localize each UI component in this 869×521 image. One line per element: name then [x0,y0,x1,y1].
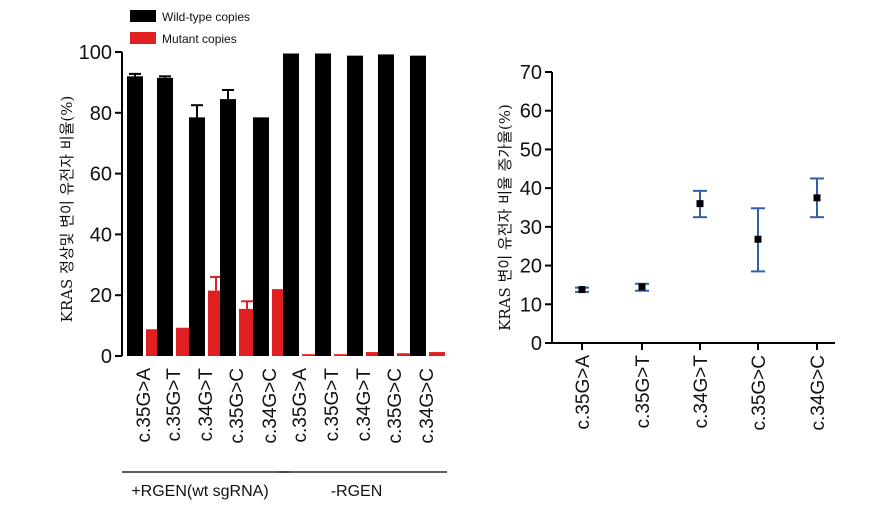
x-category-label: c.35G>C [385,368,406,444]
bar-wild-type [253,117,269,356]
bar-mutant [239,308,255,356]
bar-mutant [334,354,350,356]
y-tick-label: 30 [520,217,542,239]
bar-wild-type [347,55,363,356]
data-point [696,200,704,208]
y-tick-label: 60 [90,164,112,186]
y-axis-title: KRAS 변이 유전자 비율 증가율(%) [496,104,514,331]
bar-wild-type [220,99,236,357]
bar-wild-type [410,55,426,356]
legend-label: Mutant copies [162,32,237,46]
x-category-label: c.34G>T [196,368,217,442]
bar-mutant [302,354,318,356]
data-point [813,194,821,202]
x-category-label: c.35G>C [227,368,248,444]
x-category-label: c.35G>A [290,368,311,443]
y-tick-label: 60 [520,101,542,123]
x-category-label: c.35G>A [134,368,155,443]
legend-swatch [130,32,156,44]
data-point [578,286,586,294]
y-tick-label: 10 [520,294,542,316]
y-tick-label: 20 [520,256,542,278]
bar-mutant [366,352,382,356]
x-category-label: c.34G>T [691,355,712,429]
y-tick-label: 70 [520,62,542,84]
bar-wild-type [378,54,394,356]
x-category-label: c.34G>C [808,355,829,431]
y-tick-label: 0 [531,333,542,355]
bar-wild-type [127,76,143,356]
y-tick-label: 40 [520,178,542,200]
x-category-label: c.35G>A [573,355,594,430]
bar-wild-type [315,53,331,357]
bar-wild-type [157,77,173,356]
group-label: +RGEN(wt sgRNA) [131,483,268,500]
data-point [638,283,646,291]
x-category-label: c.35G>T [322,368,343,442]
y-tick-label: 80 [90,103,112,125]
bar-mutant [429,352,445,356]
x-category-label: c.34G>C [260,368,281,444]
legend-swatch [130,10,156,22]
y-tick-label: 100 [79,42,112,64]
bar-wild-type [283,53,299,357]
group-label: -RGEN [331,483,383,500]
x-category-label: c.35G>T [633,355,654,429]
y-axis-title: KRAS 정상및 변이 유전자 비율(%) [58,96,76,323]
bar-wild-type [189,117,205,356]
x-category-label: c.34G>C [417,368,438,444]
scatter-chart-panel: 0 10 20 30 40 50 60 70 KRAS 변이 유전자 비율 증가율(%) c.35… [496,62,835,431]
y-tick-label: 20 [90,285,112,307]
x-category-label: c.35G>T [164,368,185,442]
bar-mutant [397,353,413,356]
y-tick-label: 0 [101,346,112,368]
data-point [754,235,762,243]
bar-chart-panel: 0 20 40 60 80 100 KRAS 정상및 변이 유전자 비율(%) c.35G>A… [58,10,447,500]
y-tick-label: 50 [520,139,542,161]
x-category-label: c.35G>C [749,355,770,431]
y-tick-label: 40 [90,224,112,246]
legend-label: Wild-type copies [162,10,250,24]
x-category-label: c.34G>T [354,368,375,442]
bar-mutant [176,327,192,356]
